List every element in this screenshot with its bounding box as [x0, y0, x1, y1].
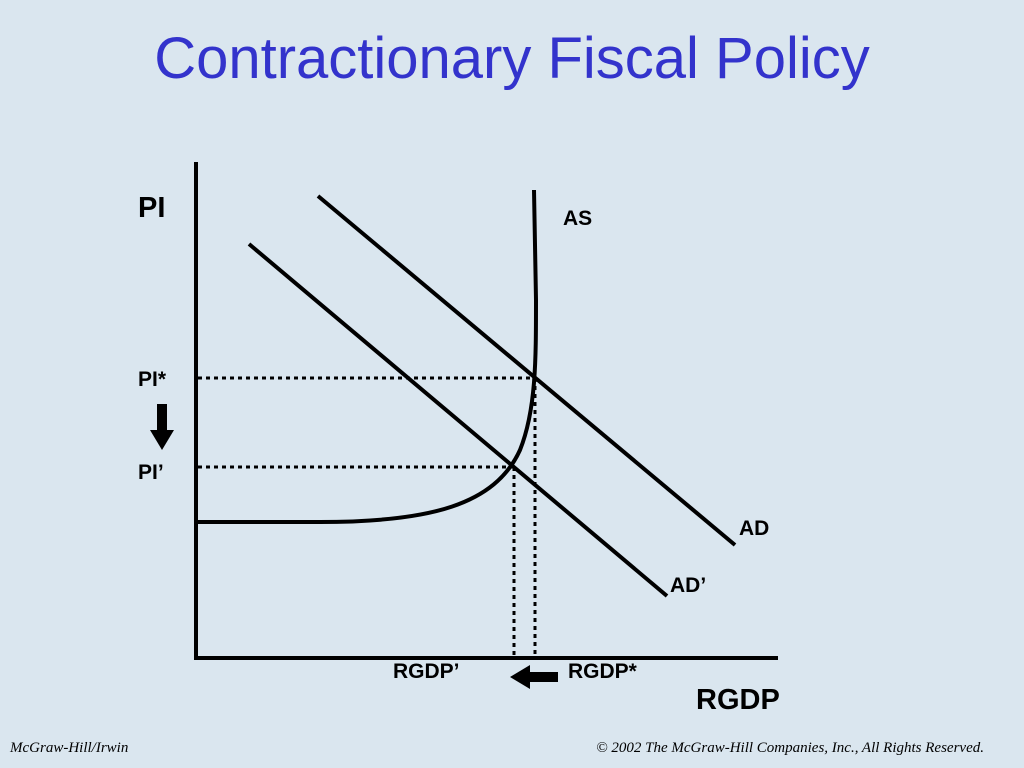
slide-title: Contractionary Fiscal Policy — [154, 26, 870, 91]
as-label: AS — [563, 207, 592, 230]
left-arrow-icon — [510, 665, 558, 689]
rgdp-prime-label: RGDP’ — [393, 660, 460, 683]
ad-label: AD — [739, 517, 769, 540]
y-axis-label: PI — [138, 192, 165, 224]
ad-prime-label: AD’ — [670, 574, 706, 597]
footer-copyright: © 2002 The McGraw-Hill Companies, Inc., … — [596, 740, 984, 756]
as-curve — [196, 189, 539, 524]
ad-curve — [316, 194, 737, 547]
ad-prime-curve — [247, 242, 669, 598]
pi-star-label: PI* — [138, 368, 167, 391]
footer-publisher: McGraw-Hill/Irwin — [10, 740, 129, 756]
x-axis-label: RGDP — [696, 684, 780, 716]
pi-prime-label: PI’ — [138, 461, 164, 484]
rgdp-star-label: RGDP* — [568, 660, 638, 683]
down-arrow-icon — [150, 404, 174, 450]
